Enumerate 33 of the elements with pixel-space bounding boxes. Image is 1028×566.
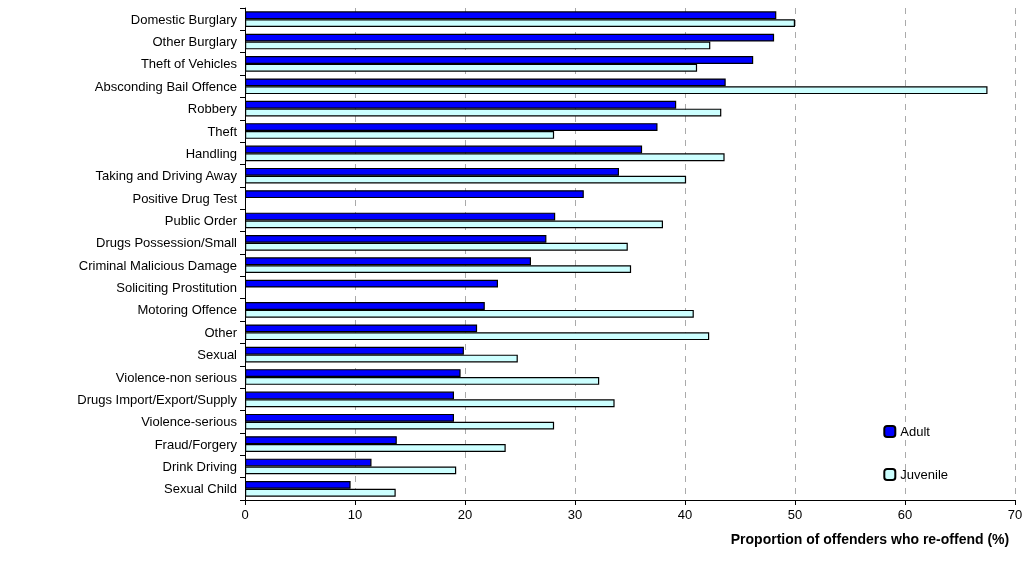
y-tick-label: Violence-non serious <box>115 369 238 385</box>
y-tick-label: Soliciting Prostitution <box>116 280 237 296</box>
y-tick-label: Drugs Possession/Small <box>96 235 238 251</box>
y-tick-label: Motoring Offence <box>137 302 237 318</box>
x-tick-label: 50 <box>787 507 803 522</box>
x-tick-label: 10 <box>347 507 363 522</box>
x-tick-label: 70 <box>1007 507 1023 522</box>
y-tick-label: Drink Driving <box>162 458 237 474</box>
x-axis-title: Proportion of offenders who re-offend (%) <box>730 531 1010 547</box>
x-tick-label: 0 <box>241 507 249 522</box>
y-tick-label: Sexual Child <box>164 481 237 497</box>
legend-label: Adult <box>900 424 931 439</box>
y-tick-label: Public Order <box>164 212 238 228</box>
y-tick-label: Theft of Vehicles <box>140 56 238 72</box>
legend-label: Juvenile <box>900 467 949 482</box>
x-tick-label: 30 <box>567 507 583 522</box>
y-tick-label: Robbery <box>187 101 238 117</box>
y-tick-label: Domestic Burglary <box>130 11 238 27</box>
x-tick-label: 60 <box>897 507 913 522</box>
y-tick-label: Criminal Malicious Damage <box>78 257 237 273</box>
y-tick-label: Other <box>204 324 238 340</box>
x-tick-label: 40 <box>677 507 693 522</box>
y-tick-label: Handling <box>185 145 237 161</box>
y-tick-label: Other Burglary <box>152 34 238 50</box>
y-tick-label: Positive Drug Test <box>132 190 238 206</box>
y-tick-label: Taking and Driving Away <box>95 168 238 184</box>
y-tick-label: Sexual <box>197 347 238 363</box>
y-tick-label: Absconding Bail Offence <box>94 78 237 94</box>
y-tick-label: Theft <box>207 123 238 139</box>
y-tick-label: Violence-serious <box>141 414 238 430</box>
x-tick-label: 20 <box>457 507 473 522</box>
y-tick-label: Fraud/Forgery <box>154 436 238 452</box>
y-tick-label: Drugs Import/Export/Supply <box>77 391 238 407</box>
